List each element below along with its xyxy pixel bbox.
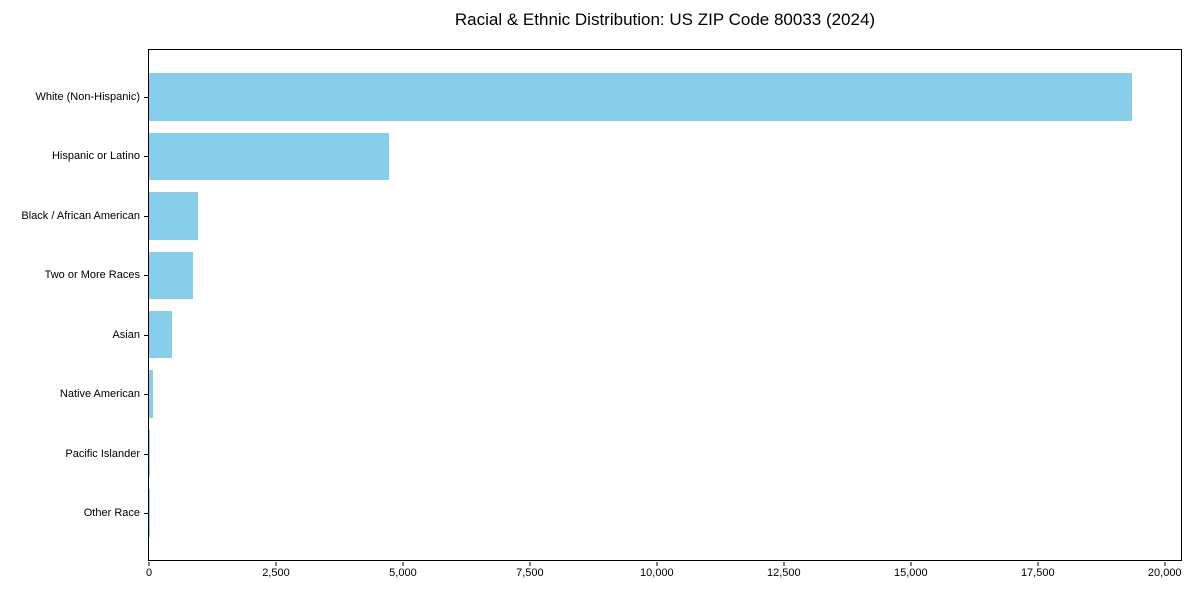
bar (149, 251, 193, 300)
bar (149, 310, 172, 359)
bar-row: Other Race (84, 489, 1181, 537)
bar (149, 132, 390, 181)
y-axis-label: Pacific Islander (65, 447, 140, 460)
chart-title: Racial & Ethnic Distribution: US ZIP Cod… (454, 10, 876, 29)
x-tick-mark (656, 562, 658, 566)
y-tick-mark (144, 334, 148, 336)
bar (149, 370, 154, 418)
x-axis-tick-label: 0 (145, 567, 153, 579)
bar (149, 73, 1133, 121)
y-tick-mark (144, 453, 148, 455)
x-tick-mark (910, 562, 912, 566)
x-tick-mark (275, 562, 277, 566)
bar-row: Asian (112, 310, 1181, 359)
bar-row: Native American (60, 370, 1181, 418)
bar-row: Black / African American (21, 192, 1181, 240)
bar (149, 429, 150, 478)
x-axis-tick-label: 20,000 (1147, 567, 1182, 579)
bar-row: Hispanic or Latino (52, 132, 1181, 181)
x-axis-tick-label: 2,500 (262, 567, 290, 579)
y-axis-label: Other Race (83, 507, 140, 520)
x-axis-tick-label: 7,500 (516, 567, 544, 579)
bar-row: Pacific Islander (65, 429, 1181, 478)
x-tick-mark (783, 562, 785, 566)
x-tick-mark (1037, 562, 1039, 566)
x-tick-mark (1164, 562, 1166, 566)
y-axis-label: Two or More Races (44, 269, 140, 282)
x-axis-tick-label: 15,000 (893, 567, 928, 579)
x-tick-mark (148, 562, 150, 566)
y-axis-label: Hispanic or Latino (51, 150, 140, 163)
y-axis-label: Black / African American (21, 209, 140, 222)
y-tick-mark (144, 96, 148, 98)
x-axis-tick-label: 10,000 (640, 567, 674, 579)
x-tick-mark (529, 562, 531, 566)
x-tick-mark (402, 562, 404, 566)
bar-row: Two or More Races (45, 251, 1181, 300)
y-tick-mark (144, 275, 148, 277)
bar (149, 192, 198, 240)
bar-row: White (Non-Hispanic) (35, 73, 1181, 121)
x-axis-tick-label: 5,000 (389, 567, 417, 579)
y-axis-label: Asian (112, 328, 140, 341)
y-axis-label: Native American (59, 388, 140, 401)
plot-area: White (Non-Hispanic) Hispanic or Latino Bl… (21, 49, 1182, 579)
y-axis-label: White (Non-Hispanic) (35, 90, 140, 103)
y-tick-mark (144, 394, 148, 396)
y-tick-mark (144, 513, 148, 515)
y-tick-mark (144, 156, 148, 158)
x-axis-tick-label: 12,500 (767, 567, 801, 579)
y-tick-mark (144, 215, 148, 217)
x-axis-tick-label: 17,500 (1020, 567, 1055, 579)
